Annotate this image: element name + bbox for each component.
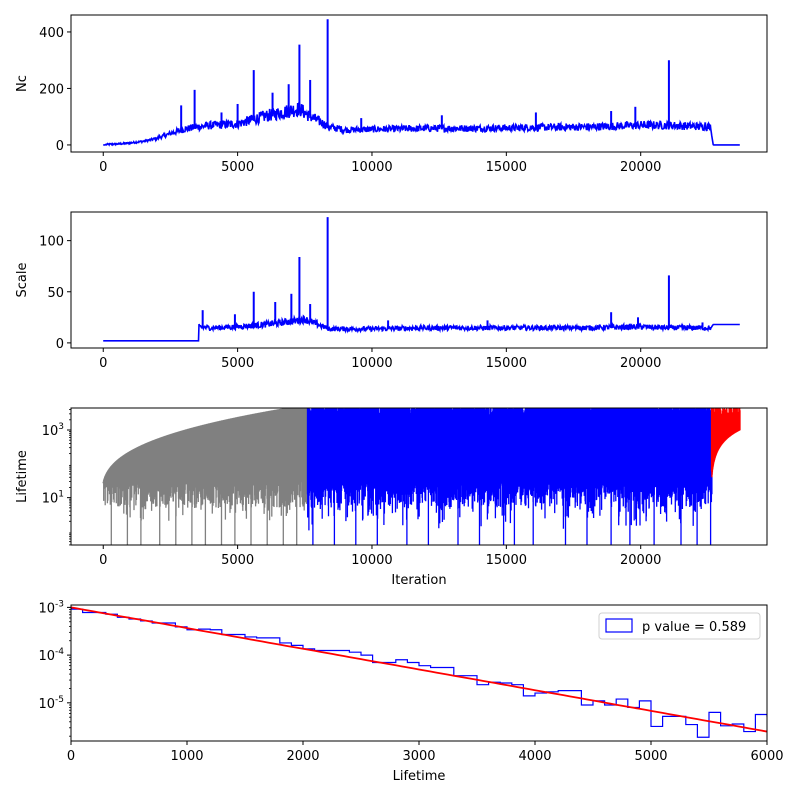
y-tick-label-2: 100 — [39, 235, 64, 250]
y-tick-label-0: 0 — [56, 337, 64, 352]
x-tick-label-5: 5000 — [634, 749, 667, 764]
x-tick-label-1: 5000 — [221, 553, 254, 568]
histogram-step — [71, 608, 767, 738]
x-tick-label-3: 15000 — [486, 160, 527, 175]
chart-hist: p value = 0.589 0 1000 2000 3000 4000 5000 6000… — [38, 599, 783, 784]
plot-area-lifetime — [102, 408, 741, 545]
axes-frame — [70, 14, 768, 153]
x-tick-label-0: 0 — [67, 749, 75, 764]
x-tick-label-1: 5000 — [221, 160, 254, 175]
chart-lifetime: 0 5000 10000 15000 20000 101 103 Lifetime Iterat… — [15, 407, 768, 588]
y-axis-label: Nc — [15, 75, 30, 92]
y-tick-label-0: 0 — [56, 139, 64, 154]
x-tick-label-2: 10000 — [351, 553, 392, 568]
x-tick-label-4: 20000 — [620, 553, 661, 568]
y-tick-label-0: 101 — [42, 490, 64, 507]
x-tick-label-6: 6000 — [750, 749, 783, 764]
chart-nc: 0 5000 10000 15000 20000 0 200 400 Nc — [15, 14, 768, 175]
x-tick-label-2: 10000 — [351, 356, 392, 371]
plot-area-hist — [71, 606, 767, 738]
x-tick-label-3: 15000 — [486, 356, 527, 371]
series-tail — [711, 408, 741, 478]
series-line — [103, 101, 740, 147]
series-sampled — [306, 408, 713, 545]
legend-swatch — [605, 618, 633, 633]
x-tick-label-3: 15000 — [486, 553, 527, 568]
x-tick-label-0: 0 — [99, 160, 107, 175]
y-axis-label: Scale — [15, 263, 30, 298]
fit-line — [71, 606, 767, 733]
legend: p value = 0.589 — [598, 612, 761, 640]
y-tick-label-1: 50 — [47, 286, 64, 301]
x-tick-label-2: 2000 — [286, 749, 319, 764]
axes-frame — [70, 211, 768, 349]
legend-box — [598, 612, 761, 640]
chart-scale: 0 5000 10000 15000 20000 0 50 100 Scale — [15, 211, 768, 371]
legend-label: p value = 0.589 — [642, 620, 746, 635]
x-tick-label-0: 0 — [99, 553, 107, 568]
y-tick-label-2: 10-3 — [38, 599, 64, 616]
x-axis-label: Lifetime — [393, 769, 446, 784]
x-tick-label-4: 20000 — [620, 356, 661, 371]
x-tick-label-3: 3000 — [402, 749, 435, 764]
x-tick-label-0: 0 — [99, 356, 107, 371]
y-tick-label-2: 400 — [39, 26, 64, 41]
y-axis-label: Lifetime — [15, 450, 30, 503]
series-line — [103, 314, 740, 342]
x-tick-label-2: 10000 — [351, 160, 392, 175]
y-tick-label-1: 200 — [39, 82, 64, 97]
x-tick-label-4: 4000 — [518, 749, 551, 764]
series-burn-in — [102, 408, 309, 545]
axes-frame — [70, 407, 768, 546]
y-tick-label-1: 10-4 — [38, 647, 64, 664]
x-tick-label-1: 1000 — [170, 749, 203, 764]
x-tick-label-1: 5000 — [221, 356, 254, 371]
plot-area-nc — [103, 19, 740, 147]
y-tick-label-1: 103 — [42, 422, 64, 439]
x-axis-label: Iteration — [391, 573, 446, 588]
plot-area-scale — [103, 217, 740, 342]
y-tick-label-0: 10-5 — [38, 695, 64, 712]
x-tick-label-4: 20000 — [620, 160, 661, 175]
